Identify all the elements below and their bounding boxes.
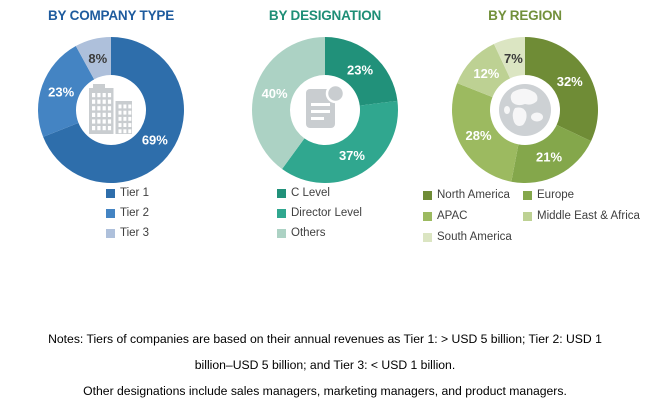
- legend-swatch-europe: [523, 190, 532, 200]
- notes-designations-text: Other designations include sales manager…: [83, 384, 567, 398]
- percentage-label-tier-2: 23%: [48, 85, 74, 100]
- donut-segment-c-level: [325, 37, 398, 106]
- donut-segment-apac: [452, 83, 519, 182]
- legend-label: Tier 2: [120, 207, 149, 219]
- donut-segment-tier-2: [38, 46, 95, 137]
- building-icon: [89, 84, 132, 134]
- legend-label: C Level: [291, 187, 330, 199]
- legend-item-tier-3: Tier 3: [106, 223, 149, 243]
- document-icon: [306, 83, 346, 128]
- legend-label: APAC: [437, 210, 468, 222]
- legend-label: Others: [291, 227, 326, 239]
- company-type-chart: BY COMPANY TYPE 69% 23% 8% Tier 1 Tier 2 Tie…: [8, 5, 214, 239]
- legend-swatch-middle-east-africa: [523, 211, 532, 221]
- legend-swatch-south-america: [423, 232, 432, 242]
- legend-swatch-others: [277, 228, 286, 238]
- legend-item-south-america: South America: [423, 227, 523, 247]
- region-legend: North America Europe APAC Middle East & Afr…: [423, 185, 640, 248]
- legend-item-europe: Europe: [523, 185, 640, 205]
- legend-item-apac: APAC: [423, 206, 523, 226]
- company-type-donut: 69% 23% 8%: [38, 37, 185, 183]
- designation-chart: BY DESIGNATION 23% 37% 40% C Level Director…: [218, 5, 432, 239]
- donut-segment-tier-1: [43, 37, 185, 183]
- legend-label: Middle East & Africa: [537, 210, 640, 222]
- donut-segment-north-america: [525, 37, 598, 142]
- donut-segment-europe: [511, 124, 592, 183]
- notes: Notes: Tiers of companies are based on t…: [30, 326, 620, 404]
- percentage-label-europe: 21%: [536, 150, 562, 165]
- designation-title: BY DESIGNATION: [268, 8, 382, 23]
- region-donut: 32% 21% 28% 12% 7%: [452, 37, 598, 183]
- legend-swatch-apac: [423, 211, 432, 221]
- legend-swatch-tier-2: [106, 208, 115, 218]
- company-type-legend: Tier 1 Tier 2 Tier 3: [106, 183, 149, 243]
- legend-item-director-level: Director Level: [277, 203, 362, 223]
- designation-donut: 23% 37% 40%: [252, 37, 398, 183]
- percentage-label-north-america: 32%: [557, 74, 583, 89]
- percentage-label-south-america: 7%: [504, 51, 523, 66]
- legend-swatch-tier-1: [106, 188, 115, 198]
- legend-item-middle-east-africa: Middle East & Africa: [523, 206, 640, 226]
- legend-label: Europe: [537, 189, 575, 201]
- legend-swatch-director-level: [277, 208, 286, 218]
- legend-item-others: Others: [277, 223, 362, 243]
- legend-label: Tier 1: [120, 187, 149, 199]
- percentage-label-middle-east-africa: 12%: [473, 66, 499, 81]
- legend-label: Tier 3: [120, 227, 149, 239]
- legend-item-c-level: C Level: [277, 183, 362, 203]
- percentage-label-apac: 28%: [466, 128, 492, 143]
- legend-swatch-north-america: [423, 190, 432, 200]
- legend-label: Director Level: [291, 207, 362, 219]
- company-type-title: BY COMPANY TYPE: [47, 8, 175, 23]
- region-chart: BY REGION 32% 21% 28% 12% 7% North America Eu…: [415, 5, 640, 243]
- donut-segment-tier-3: [75, 37, 111, 80]
- donut-segment-director-level: [282, 100, 398, 183]
- percentage-label-tier-3: 8%: [88, 51, 107, 66]
- percentage-label-c-level: 23%: [347, 63, 373, 78]
- legend-swatch-c-level: [277, 188, 286, 198]
- legend-label: South America: [437, 231, 512, 243]
- legend-label: North America: [437, 189, 510, 201]
- legend-item-north-america: North America: [423, 185, 523, 205]
- donut-segment-south-america: [493, 37, 525, 79]
- designation-legend: C Level Director Level Others: [277, 183, 362, 243]
- legend-swatch-tier-3: [106, 228, 115, 238]
- percentage-label-tier-1: 69%: [142, 132, 168, 147]
- region-title: BY REGION: [488, 8, 562, 23]
- percentage-label-director-level: 37%: [339, 148, 365, 163]
- donut-segment-middle-east-africa: [457, 43, 511, 98]
- legend-item-tier-2: Tier 2: [106, 203, 149, 223]
- donut-segment-others: [252, 37, 325, 170]
- legend-item-tier-1: Tier 1: [106, 183, 149, 203]
- percentage-label-others: 40%: [262, 86, 288, 101]
- notes-tiers-text: Notes: Tiers of companies are based on t…: [48, 332, 602, 372]
- globe-icon: [499, 84, 551, 136]
